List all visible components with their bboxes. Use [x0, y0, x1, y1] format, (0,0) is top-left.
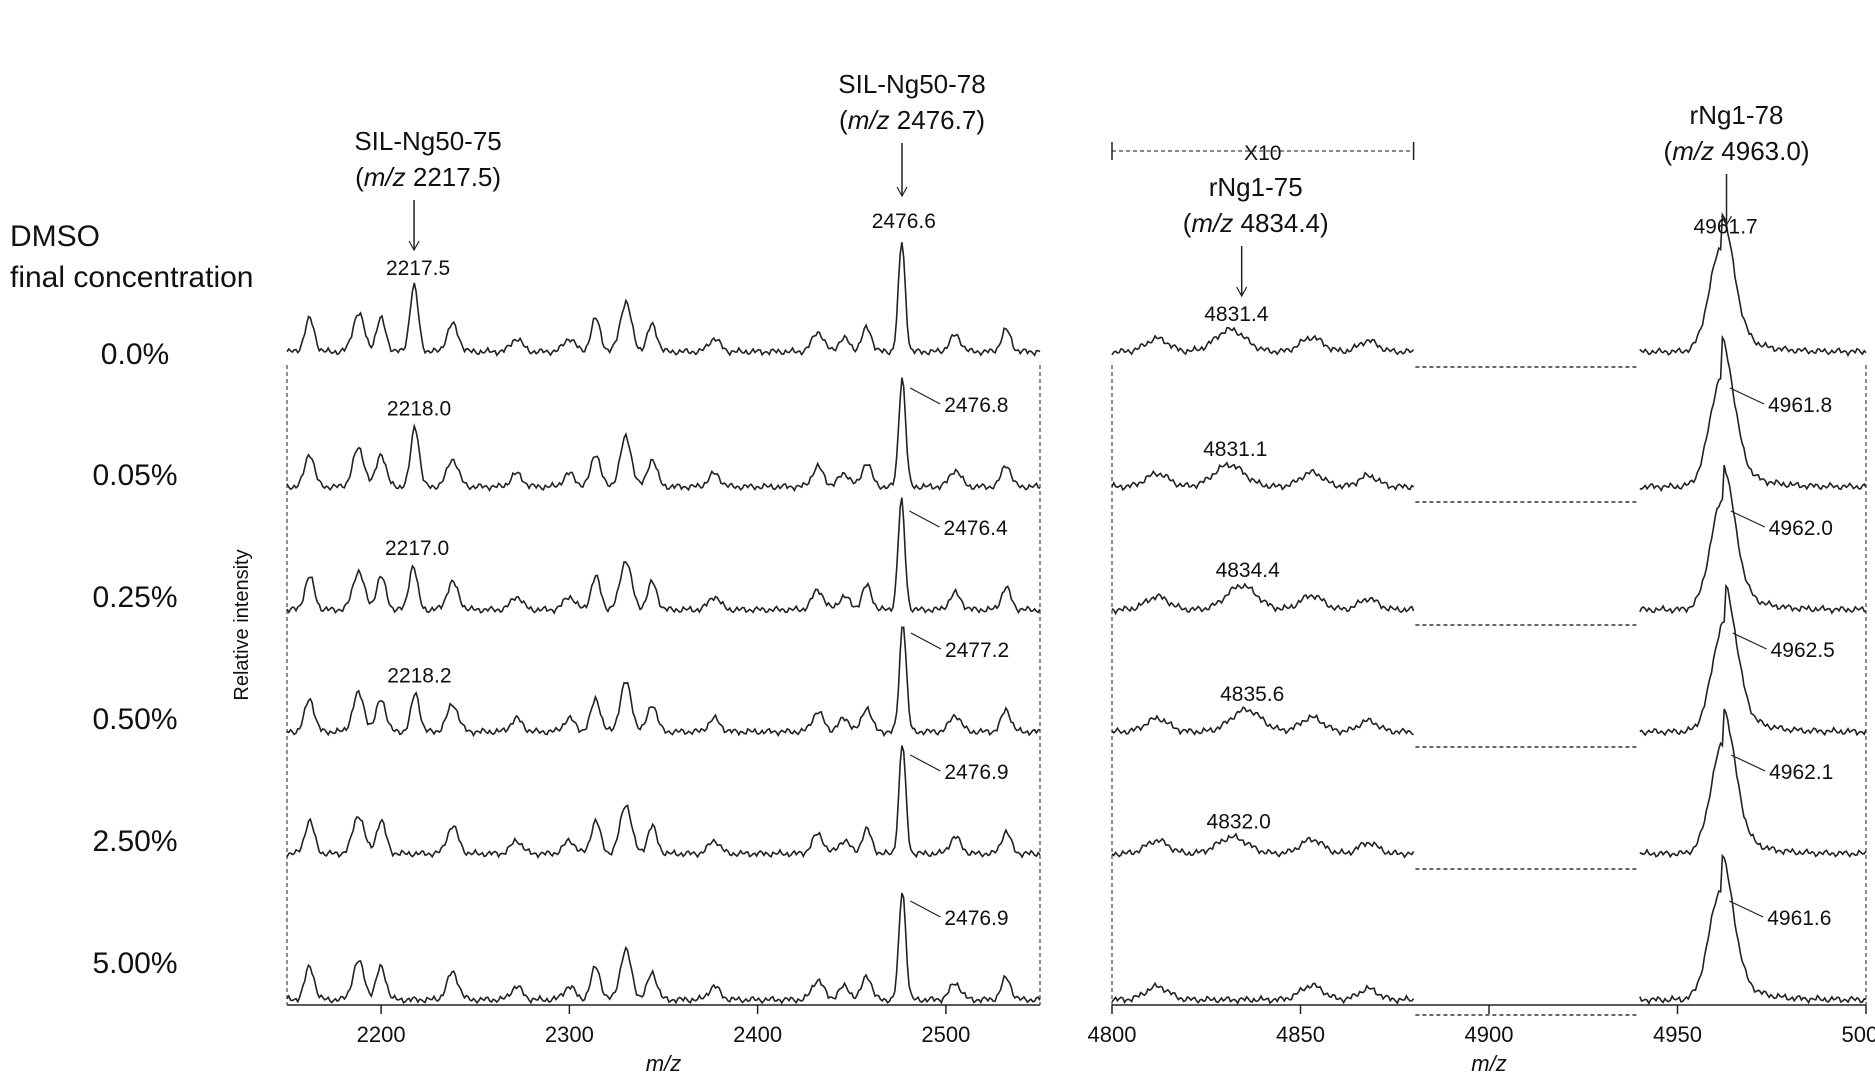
- annotation-name: SIL-Ng50-78: [838, 69, 985, 99]
- y-axis-label: Relative intensity: [231, 549, 253, 700]
- concentration-label: 5.00%: [92, 947, 177, 980]
- x-tick-label: 2400: [733, 1022, 782, 1047]
- annotation-arrow-head: [1720, 215, 1733, 227]
- concentration-labels: 0.0% 0.05% 0.25% 0.50% 2.50% 5.00%: [92, 338, 177, 980]
- peak-leader: [910, 632, 942, 650]
- x-tick-label: 4950: [1653, 1022, 1702, 1047]
- spectrum-trace-0.25%: [1111, 464, 1867, 616]
- peak-label-2: 2476.8: [944, 394, 1008, 417]
- left-panel: 2200 2300 2400 2500 m/z 2217.5 2476.6 2218.0 247…: [286, 69, 1041, 1076]
- peak-label-2: 4962.1: [1769, 761, 1833, 784]
- spectrum-trace-0.50%: [286, 626, 1041, 738]
- spectrum-trace-5.00%: [1111, 853, 1867, 1006]
- annotation-arrow-head: [408, 240, 420, 252]
- peak-label-1: 4835.6: [1220, 683, 1284, 706]
- peak-label-1: 4832.0: [1207, 811, 1271, 834]
- x-tick-label: 5000: [1842, 1022, 1875, 1047]
- annotation-mz: (m/z 2476.7): [839, 105, 985, 135]
- annotation-name: rNg1-78: [1690, 100, 1784, 130]
- peak-leader: [1729, 387, 1765, 405]
- peak-label-1: 4831.1: [1203, 438, 1267, 461]
- peak-label-1: 2217.5: [386, 257, 450, 280]
- annotation-name: rNg1-75: [1209, 172, 1303, 202]
- concentration-label: 2.50%: [92, 825, 177, 858]
- peak-leader: [1732, 632, 1767, 650]
- peak-label-2: 2476.6: [872, 210, 936, 233]
- x-tick-label: 4850: [1276, 1022, 1325, 1047]
- peak-leader: [909, 387, 941, 405]
- peak-leader: [910, 754, 941, 772]
- spectrum-trace-0.25%: [286, 497, 1041, 615]
- concentration-label: 0.25%: [92, 581, 177, 614]
- peak-label-2: 4962.0: [1769, 517, 1833, 540]
- peak-label-1: 4834.4: [1216, 559, 1281, 582]
- peak-leader: [910, 900, 941, 918]
- peak-label-2: 2477.2: [945, 639, 1009, 662]
- x-tick-label: 4900: [1465, 1022, 1514, 1047]
- peak-label-1: 2218.0: [387, 398, 451, 421]
- peak-leader: [1728, 900, 1764, 918]
- peak-label-1: 2218.2: [387, 665, 451, 688]
- peak-label-2: 2476.9: [944, 907, 1008, 930]
- annotation-mz: (m/z 4963.0): [1664, 136, 1810, 166]
- spectrum-trace-0.05%: [286, 377, 1041, 493]
- right-panel: 4800 4850 4900 4950 5000 m/z X10 4831.4 4961.7 48…: [1088, 100, 1875, 1076]
- annotation-arrow-head: [1236, 286, 1248, 298]
- concentration-label: 0.50%: [92, 703, 177, 736]
- scale-label: X10: [1244, 142, 1281, 165]
- x-tick-label: 2200: [357, 1022, 406, 1047]
- annotation-mz: (m/z 2217.5): [355, 162, 501, 192]
- peak-label-2: 2476.9: [944, 761, 1008, 784]
- header-group: DMSO final concentration: [10, 220, 254, 294]
- spectrum-trace-2.50%: [1111, 708, 1867, 859]
- annotation-arrow-head: [896, 186, 908, 198]
- peak-leader: [1730, 754, 1766, 772]
- annotation-name: SIL-Ng50-75: [354, 126, 501, 156]
- peak-leader: [909, 510, 940, 528]
- spectrum-trace-0.0%: [286, 242, 1041, 357]
- spectrum-trace-5.00%: [286, 892, 1041, 1005]
- spectrum-trace-0.50%: [1111, 583, 1867, 737]
- x-axis-title: m/z: [1471, 1051, 1506, 1076]
- x-tick-label: 4800: [1088, 1022, 1137, 1047]
- peak-label-2: 2476.4: [943, 517, 1008, 540]
- peak-label-2: 4961.6: [1767, 907, 1831, 930]
- concentration-label: 0.0%: [101, 338, 169, 371]
- x-tick-label: 2500: [921, 1022, 970, 1047]
- spectrum-trace-0.0%: [1111, 211, 1867, 358]
- peak-label-1: 2217.0: [385, 537, 449, 560]
- x-axis-title: m/z: [646, 1051, 681, 1076]
- peak-label-2: 4962.5: [1771, 639, 1835, 662]
- header-line-1: DMSO: [10, 220, 100, 253]
- spectrum-trace-2.50%: [286, 745, 1041, 859]
- header-line-2: final concentration: [10, 261, 254, 294]
- x-tick-label: 2300: [545, 1022, 594, 1047]
- concentration-label: 0.05%: [92, 459, 177, 492]
- peak-label-1: 4831.4: [1204, 303, 1269, 326]
- spectrum-trace-0.05%: [1111, 334, 1867, 493]
- peak-label-2: 4961.7: [1693, 216, 1757, 239]
- annotation-mz: (m/z 4834.4): [1183, 208, 1329, 238]
- peak-label-2: 4961.8: [1768, 394, 1832, 417]
- peak-leader: [1730, 510, 1765, 528]
